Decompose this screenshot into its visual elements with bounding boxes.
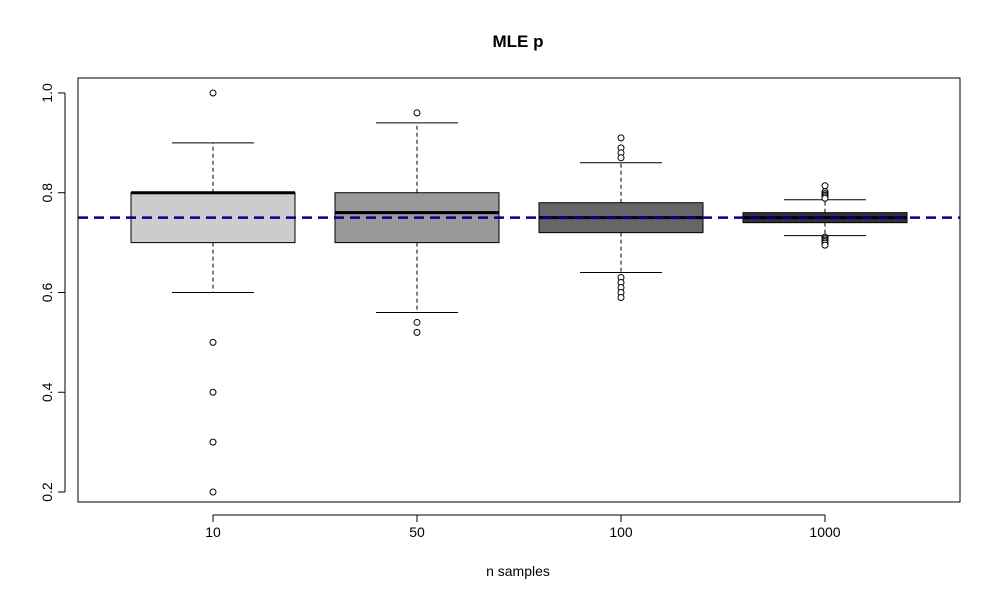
outlier-point [413,328,421,336]
box-group-50 [334,109,500,336]
outlier-point [821,241,829,249]
outlier-point [617,134,625,142]
x-axis-label: n samples [486,563,550,579]
box-group-1000 [742,182,908,249]
outlier-point [209,388,217,396]
y-axis: 0.2 0.4 0.6 0.8 1.0 [39,83,66,502]
x-tick-label: 100 [609,524,633,540]
outlier-point [413,318,421,326]
y-tick-label: 0.8 [39,183,55,203]
outlier-point [209,89,217,97]
outlier-point [617,154,625,162]
boxes-layer [130,89,908,496]
outlier-point [209,438,217,446]
y-tick-label: 0.2 [39,482,55,502]
outlier-point [209,488,217,496]
x-tick-label: 50 [409,524,425,540]
outlier-point [209,338,217,346]
x-axis: 10 50 100 1000 [205,514,841,540]
y-tick-label: 1.0 [39,83,55,103]
box-group-10 [130,89,296,496]
y-tick-label: 0.6 [39,283,55,303]
outlier-point [821,182,829,190]
chart-title: MLE p [493,32,544,51]
outlier-point [617,293,625,301]
y-tick-label: 0.4 [39,382,55,402]
x-tick-label: 1000 [809,524,840,540]
plot-frame [77,77,961,503]
outlier-point [821,194,829,202]
outlier-point [413,109,421,117]
x-tick-label: 10 [205,524,221,540]
